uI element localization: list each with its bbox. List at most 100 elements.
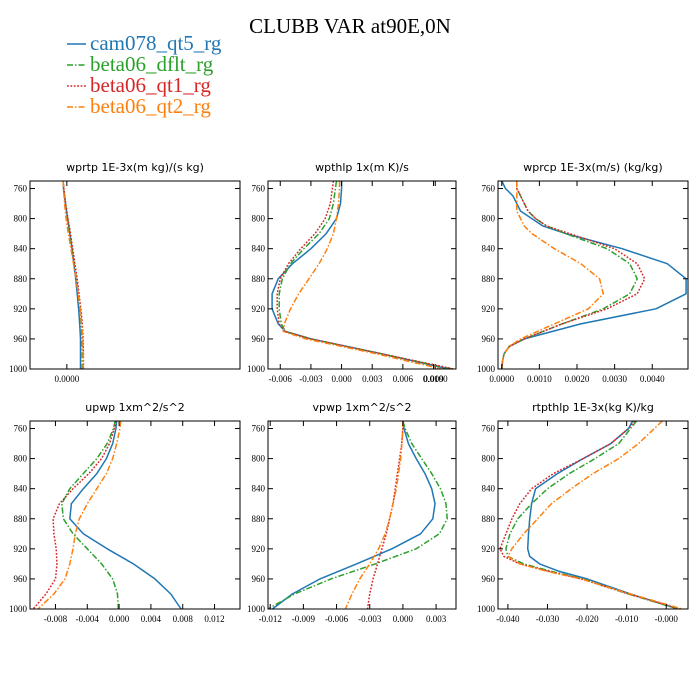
plot-frame	[29, 180, 241, 370]
series-line-beta06_dflt_rg	[278, 181, 453, 369]
series-line-beta06_qt2_rg	[501, 181, 605, 369]
plot-frame	[29, 420, 241, 610]
panel-5: vpwp 1xm^2/s^2 -0.012 -0.009 -0.006 -0.003 0.…	[247, 401, 457, 624]
x-tick-label: 0.0040	[640, 374, 665, 384]
y-tick-label: 840	[14, 484, 28, 494]
y-tick-label: 960	[14, 574, 28, 584]
panel-3: wprcp 1E-3x(m/s) (kg/kg) 0.0000 0.0010 0.00…	[477, 161, 689, 384]
y-tick-label: 760	[482, 184, 496, 194]
y-tick-label: 960	[252, 574, 266, 584]
y-tick-label: 760	[252, 184, 266, 194]
panels: wprtp 1E-3x(m kg)/(s kg)0.00000.01000.02…	[9, 161, 689, 624]
y-tick-label: 880	[14, 274, 28, 284]
x-tick-label: -0.004	[76, 614, 100, 624]
y-tick-label: 1000	[247, 364, 266, 374]
y-tick-label: 760	[482, 424, 496, 434]
x-tick-label: -0.003	[299, 374, 323, 384]
x-tick-label: 0.012	[204, 614, 224, 624]
x-tick-label: 0.0030	[602, 374, 627, 384]
y-tick-label: 1000	[9, 364, 28, 374]
plot-frame	[267, 180, 457, 370]
series-line-beta06_qt1_rg	[32, 421, 117, 609]
panel-title: vpwp 1xm^2/s^2	[312, 401, 411, 414]
legend-label-beta06_qt1_rg: beta06_qt1_rg	[90, 73, 211, 97]
series-line-cam078_qt5_rg	[69, 421, 182, 609]
y-tick-label: 920	[14, 304, 28, 314]
series-line-beta06_qt2_rg	[282, 181, 442, 369]
y-tick-label: 920	[482, 304, 496, 314]
x-tick-label: -0.012	[259, 614, 282, 624]
y-tick-label: 880	[252, 514, 266, 524]
y-tick-label: 800	[14, 454, 28, 464]
y-tick-label: 880	[482, 274, 496, 284]
x-tick-label: -0.010	[615, 614, 639, 624]
x-tick-label: 0.008	[173, 614, 194, 624]
panel-2: wpthlp 1x(m K)/s -0.006 -0.003 0.000 0.003 0.…	[247, 161, 457, 384]
series-line-beta06_qt2_rg	[62, 181, 84, 369]
y-tick-label: 800	[14, 214, 28, 224]
x-tick-label: 0.0100	[423, 374, 448, 384]
panel-title: wpthlp 1x(m K)/s	[315, 161, 409, 174]
series-line-beta06_qt2_rg	[37, 421, 122, 609]
panel-6: rtpthlp 1E-3x(kg K)/kg -0.040 -0.030 -0.020…	[477, 401, 689, 624]
series-line-beta06_qt1_rg	[366, 421, 404, 609]
series-line-cam078_qt5_rg	[271, 421, 436, 609]
y-tick-label: 760	[252, 424, 266, 434]
y-tick-label: 760	[14, 184, 28, 194]
x-tick-label: -0.006	[269, 374, 293, 384]
legend-label-beta06_dflt_rg: beta06_dflt_rg	[90, 52, 214, 76]
y-tick-label: 800	[482, 214, 496, 224]
y-tick-label: 960	[14, 334, 28, 344]
plot-frame	[497, 180, 689, 370]
x-tick-label: -0.030	[536, 614, 560, 624]
x-tick-label: 0.000	[109, 614, 130, 624]
legend-label-beta06_qt2_rg: beta06_qt2_rg	[90, 94, 211, 118]
plot-frame	[267, 420, 457, 610]
y-tick-label: 920	[482, 544, 496, 554]
series-line-beta06_qt1_rg	[276, 181, 455, 369]
x-tick-label: -0.040	[496, 614, 520, 624]
series-line-beta06_qt2_rg	[507, 421, 683, 609]
x-tick-label: -0.006	[325, 614, 349, 624]
y-tick-label: 920	[14, 544, 28, 554]
y-tick-label: 840	[482, 484, 496, 494]
panel-title: rtpthlp 1E-3x(kg K)/kg	[532, 401, 654, 414]
series-line-beta06_qt1_rg	[62, 181, 85, 369]
y-tick-label: 840	[252, 244, 266, 254]
x-tick-label: 0.000	[393, 614, 414, 624]
y-tick-label: 960	[252, 334, 266, 344]
x-tick-label: 0.004	[141, 614, 162, 624]
panel-title: wprtp 1E-3x(m kg)/(s kg)	[66, 161, 204, 174]
panel-4: upwp 1xm^2/s^2 -0.008 -0.004 0.000 0.004 0.00…	[9, 401, 241, 624]
y-tick-label: 1000	[477, 604, 496, 614]
series-line-beta06_dflt_rg	[61, 421, 120, 609]
legend: cam078_qt5_rgbeta06_dflt_rgbeta06_qt1_rg…	[67, 31, 222, 118]
x-tick-label: 0.003	[426, 614, 447, 624]
legend-label-cam078_qt5_rg: cam078_qt5_rg	[90, 31, 222, 55]
x-tick-label: -0.008	[44, 614, 68, 624]
x-tick-label: 0.006	[393, 374, 414, 384]
y-tick-label: 1000	[247, 604, 266, 614]
series-line-cam078_qt5_rg	[526, 421, 679, 609]
y-tick-label: 880	[14, 514, 28, 524]
x-tick-label: 0.0000	[489, 374, 514, 384]
x-tick-label: 0.003	[362, 374, 383, 384]
figure-title: CLUBB VAR at90E,0N	[249, 14, 451, 38]
x-tick-label: 0.0010	[527, 374, 552, 384]
y-tick-label: 800	[252, 214, 266, 224]
panel-title: wprcp 1E-3x(m/s) (kg/kg)	[523, 161, 662, 174]
y-tick-label: 880	[482, 514, 496, 524]
y-tick-label: 960	[482, 574, 496, 584]
y-tick-label: 840	[14, 244, 28, 254]
plot-frame	[497, 420, 689, 610]
x-tick-label: -0.003	[358, 614, 382, 624]
x-tick-label: 0.0000	[54, 374, 79, 384]
panel-title: upwp 1xm^2/s^2	[85, 401, 185, 414]
y-tick-label: 1000	[477, 364, 496, 374]
y-tick-label: 920	[252, 304, 266, 314]
x-tick-label: -0.009	[292, 614, 316, 624]
y-tick-label: 800	[482, 454, 496, 464]
series-line-beta06_qt1_rg	[501, 181, 646, 369]
series-line-beta06_qt2_rg	[344, 421, 404, 609]
